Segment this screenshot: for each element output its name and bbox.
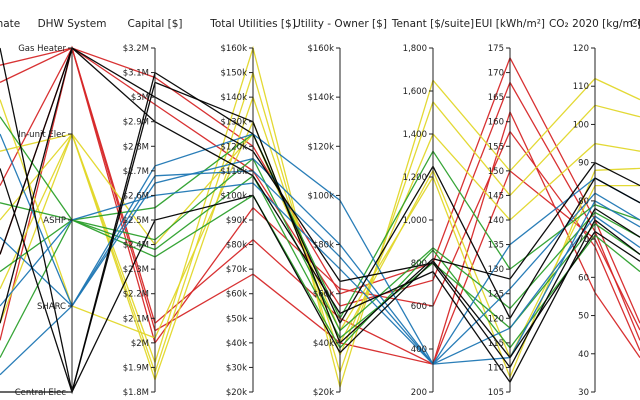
axes: Climate DHW System Gas Heater In-unit Elec A… [0,18,640,398]
tick-label-utilities-8: $100k [220,191,247,201]
tick-label-co2_2020-1: 40 [578,350,589,360]
tick-label-owner-4: $100k [307,191,334,201]
tick-label-capital-6: $2.4M [123,241,149,251]
tick-label-eui-0: 105 [488,388,504,398]
tick-label-tenant-6: 1,400 [403,130,427,140]
tick-label-eui-1: 110 [488,363,504,373]
tick-label-capital-13: $3.1M [123,69,149,79]
tick-label-co2_2020-9: 120 [573,44,589,54]
tick-label-co2_2020-6: 90 [578,159,589,169]
series-line-7 [0,95,640,382]
tick-label-capital-9: $2.7M [123,167,149,177]
tick-label-owner-7: $160k [307,44,334,54]
axis-title-eui: EUI [kWh/m²] [475,18,545,30]
tick-label-tenant-0: 200 [411,388,427,398]
tick-label-owner-0: $20k [313,388,334,398]
tick-label-co2_2020-0: 30 [578,388,589,398]
axis-title-co2_next: CO₂ [630,18,640,30]
tick-label-capital-1: $1.9M [123,363,149,373]
tick-label-owner-2: $60k [313,290,334,300]
category-label-2: ASHP [43,216,66,226]
category-label-3: SHARC [37,302,66,312]
tick-label-eui-6: 135 [488,241,504,251]
tick-label-tenant-3: 800 [411,259,427,269]
tick-label-eui-14: 175 [488,44,504,54]
tick-label-utilities-4: $60k [226,290,247,300]
tick-label-eui-11: 160 [488,118,504,128]
tick-label-co2_2020-4: 70 [578,235,589,245]
tick-label-eui-13: 170 [488,69,504,79]
tick-label-utilities-5: $70k [226,265,247,275]
tick-label-utilities-6: $80k [226,241,247,251]
tick-label-tenant-8: 1,800 [403,44,427,54]
tick-label-utilities-11: $130k [220,118,247,128]
category-label-1: In-unit Elec [18,130,66,140]
axis-title-co2_2020: CO₂ 2020 [kg/m²] [549,18,640,30]
tick-label-eui-9: 150 [488,167,504,177]
tick-label-capital-4: $2.2M [123,290,149,300]
tick-label-tenant-7: 1,600 [403,87,427,97]
tick-label-owner-6: $140k [307,93,334,103]
tick-label-owner-1: $40k [313,339,334,349]
category-label-0: Gas Heater [18,44,66,54]
category-label-4: Central Elec [15,388,67,398]
tick-label-capital-3: $2.1M [123,314,149,324]
axis-title-dhw: DHW System [38,18,107,30]
tick-label-co2_2020-7: 100 [573,120,589,130]
tick-label-capital-2: $2M [131,339,149,349]
tick-label-utilities-13: $150k [220,69,247,79]
tick-label-owner-5: $120k [307,142,334,152]
tick-label-capital-10: $2.8M [123,142,149,152]
tick-label-co2_2020-2: 50 [578,312,589,322]
axis-title-capital: Capital [$] [127,18,182,30]
tick-label-utilities-10: $120k [220,142,247,152]
tick-label-co2_2020-3: 60 [578,273,589,283]
tick-label-eui-10: 155 [488,142,504,152]
series-line-16 [0,182,640,365]
tick-label-utilities-3: $50k [226,314,247,324]
axis-title-utilities: Total Utilities [$] [209,18,296,30]
tick-label-co2_2020-8: 110 [573,82,589,92]
axis-title-owner: Utility - Owner [$] [293,18,387,30]
tick-label-utilities-7: $90k [226,216,247,226]
tick-label-utilities-12: $140k [220,93,247,103]
tick-label-capital-12: $3M [131,93,149,103]
tick-label-co2_2020-5: 80 [578,197,589,207]
tick-label-tenant-1: 400 [411,345,427,355]
tick-label-capital-0: $1.8M [123,388,149,398]
tick-label-tenant-4: 1,000 [403,216,427,226]
tick-label-eui-8: 145 [488,191,504,201]
tick-label-eui-5: 130 [488,265,504,275]
tick-label-eui-2: 115 [488,339,504,349]
tick-label-capital-11: $2.9M [123,118,149,128]
tick-label-capital-14: $3.2M [123,44,149,54]
tick-label-eui-4: 125 [488,290,504,300]
tick-label-utilities-1: $30k [226,363,247,373]
tick-label-utilities-2: $40k [226,339,247,349]
tick-label-utilities-9: $110k [220,167,247,177]
tick-label-capital-8: $2.6M [123,191,149,201]
tick-label-owner-3: $80k [313,241,334,251]
tick-label-eui-3: 120 [488,314,504,324]
tick-label-capital-7: $2.5M [123,216,149,226]
tick-label-utilities-0: $20k [226,388,247,398]
tick-label-tenant-5: 1,200 [403,173,427,183]
tick-label-eui-12: 165 [488,93,504,103]
axis-title-tenant: Tenant [$/suite] [391,18,474,30]
tick-label-eui-7: 140 [488,216,504,226]
tick-label-capital-5: $2.3M [123,265,149,275]
tick-label-tenant-2: 600 [411,302,427,312]
axis-title-climate: Climate [0,18,20,30]
tick-label-utilities-14: $160k [220,44,247,54]
